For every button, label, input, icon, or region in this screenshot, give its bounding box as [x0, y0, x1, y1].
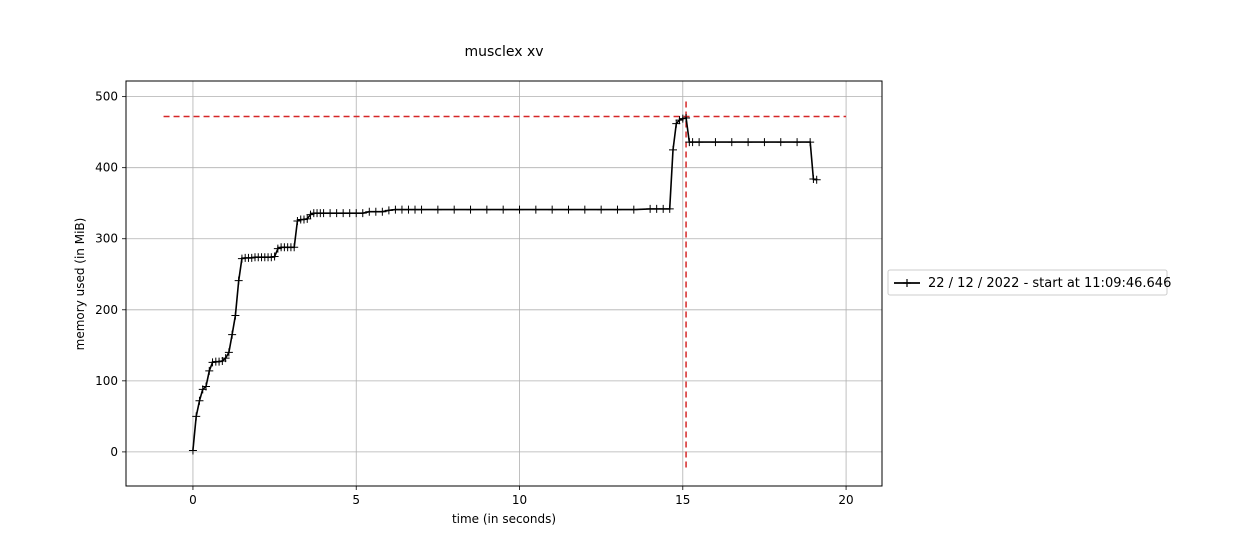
legend-marker-sample: [903, 279, 911, 287]
data-point-marker: [221, 354, 230, 363]
y-tick-label: 200: [95, 303, 118, 317]
data-point-marker: [727, 138, 736, 147]
data-point-marker: [760, 138, 769, 147]
x-axis-ticks: 0 5 10 15 20: [189, 486, 854, 507]
x-tick-label: 5: [352, 493, 360, 507]
legend: 22 / 12 / 2022 - start at 11:09:46.646: [887, 269, 1171, 296]
data-point-marker: [695, 138, 704, 147]
data-point-marker: [299, 215, 308, 224]
data-point-marker: [668, 145, 677, 154]
data-point-marker: [202, 382, 211, 391]
x-tick-label: 0: [189, 493, 197, 507]
y-axis-label: memory used (in MiB): [73, 218, 87, 351]
reference-lines: [163, 99, 847, 468]
data-point-marker: [450, 205, 459, 214]
data-point-marker: [267, 253, 276, 262]
y-tick-label: 0: [110, 445, 118, 459]
data-point-marker: [629, 205, 638, 214]
y-tick-label: 400: [95, 161, 118, 175]
data-point-marker: [290, 243, 299, 252]
chart-title: musclex xv: [464, 44, 543, 60]
data-point-marker: [678, 114, 687, 123]
data-point-marker: [675, 116, 684, 125]
data-point-marker: [580, 205, 589, 214]
data-point-marker: [237, 254, 246, 263]
data-point-marker: [192, 412, 201, 421]
data-point-marker: [711, 138, 720, 147]
data-point-marker: [188, 446, 197, 455]
data-point-marker: [515, 205, 524, 214]
data-point-marker: [744, 138, 753, 147]
data-point-marker: [208, 358, 217, 367]
y-axis-ticks: 0 100 200 300 400 500: [95, 90, 126, 459]
legend-label: 22 / 12 / 2022 - start at 11:09:46.646: [928, 276, 1171, 291]
data-point-marker: [303, 214, 312, 223]
data-point-marker: [793, 138, 802, 147]
y-tick-label: 300: [95, 232, 118, 246]
data-point-marker: [499, 205, 508, 214]
data-point-marker: [224, 348, 233, 357]
data-point-marker: [273, 244, 282, 253]
x-tick-label: 20: [838, 493, 853, 507]
data-point-marker: [378, 207, 387, 216]
data-point-marker: [215, 357, 224, 366]
data-point-marker: [482, 205, 491, 214]
grid: [126, 81, 882, 486]
data-point-marker: [548, 205, 557, 214]
data-point-marker: [776, 138, 785, 147]
data-point-marker: [597, 205, 606, 214]
data-point-marker: [433, 205, 442, 214]
data-point-marker: [247, 253, 256, 262]
x-tick-label: 10: [512, 493, 527, 507]
data-point-marker: [682, 113, 691, 122]
data-point-marker: [306, 210, 315, 219]
data-point-marker: [384, 206, 393, 215]
data-point-marker: [809, 175, 818, 184]
data-point-marker: [293, 216, 302, 225]
x-tick-label: 15: [675, 493, 690, 507]
data-point-marker: [812, 175, 821, 184]
data-point-marker: [466, 205, 475, 214]
y-tick-label: 500: [95, 90, 118, 104]
data-point-marker: [806, 138, 815, 147]
data-point-marker: [234, 276, 243, 285]
data-point-marker: [205, 366, 214, 375]
legend-box: [887, 269, 1168, 296]
data-point-marker: [270, 252, 279, 261]
data-point-marker: [672, 119, 681, 128]
data-point-marker: [531, 205, 540, 214]
data-point-marker: [228, 330, 237, 339]
series-layer: [188, 113, 821, 455]
x-axis-label: time (in seconds): [452, 512, 556, 526]
data-point-marker: [564, 205, 573, 214]
data-point-marker: [358, 209, 367, 218]
data-point-marker: [231, 311, 240, 320]
data-point-marker: [613, 205, 622, 214]
plot-frame: [125, 80, 883, 487]
data-point-marker: [195, 396, 204, 405]
data-point-marker: [665, 204, 674, 213]
data-point-marker: [417, 205, 426, 214]
y-tick-label: 100: [95, 374, 118, 388]
